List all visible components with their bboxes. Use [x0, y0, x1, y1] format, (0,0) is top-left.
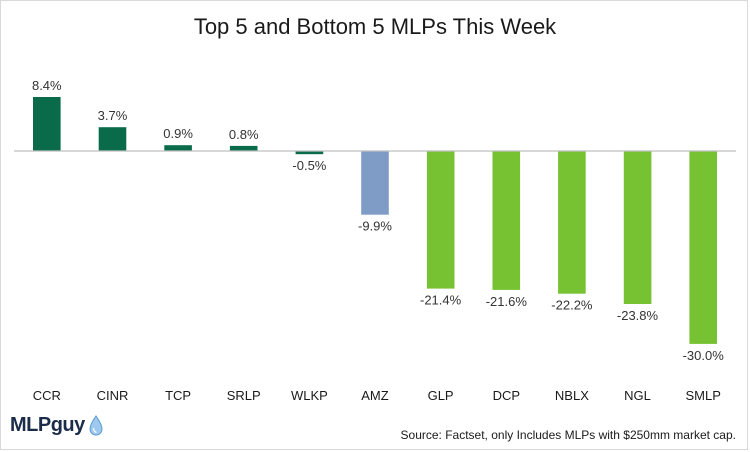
category-label-dcp: DCP — [493, 388, 520, 403]
value-label-wlkp: -0.5% — [292, 158, 326, 173]
bar-srlp — [229, 145, 258, 151]
bar-amz — [361, 151, 389, 215]
bar-ngl — [623, 151, 652, 304]
bar-dcp — [492, 151, 521, 290]
bar-ccr — [33, 97, 61, 151]
value-label-tcp: 0.9% — [163, 126, 193, 141]
value-label-cinr: 3.7% — [98, 108, 128, 123]
value-label-amz: -9.9% — [358, 219, 392, 234]
bar-smlp — [689, 151, 717, 344]
value-label-nblx: -22.2% — [551, 298, 593, 313]
bar-cinr — [98, 127, 127, 151]
value-label-dcp: -21.6% — [486, 294, 528, 309]
value-label-ngl: -23.8% — [617, 308, 659, 323]
category-label-smlp: SMLP — [685, 388, 720, 403]
value-label-smlp: -30.0% — [683, 348, 725, 363]
bar-glp — [426, 151, 455, 289]
labels-layer: 8.4% 3.7% 0.9% 0.8% -0.5% -9.9% -21.4% -21.6% -2… — [32, 78, 724, 363]
bar-nblx — [558, 151, 586, 294]
value-label-ccr: 8.4% — [32, 78, 62, 93]
mlpguy-logo: MLPguy — [10, 414, 104, 437]
value-label-glp: -21.4% — [420, 293, 462, 308]
source-note: Source: Factset, only Includes MLPs with… — [400, 428, 736, 442]
category-label-nblx: NBLX — [555, 388, 589, 403]
category-label-amz: AMZ — [361, 388, 389, 403]
water-drop-icon — [89, 414, 103, 435]
bar-tcp — [164, 145, 192, 151]
chart-title: Top 5 and Bottom 5 MLPs This Week — [193, 14, 557, 39]
category-label-ccr: CCR — [33, 388, 61, 403]
bars-layer — [33, 97, 717, 344]
value-label-srlp: 0.8% — [229, 127, 259, 142]
category-label-tcp: TCP — [165, 388, 191, 403]
category-label-ngl: NGL — [624, 388, 651, 403]
category-label-srlp: SRLP — [227, 388, 261, 403]
category-label-glp: GLP — [428, 388, 454, 403]
logo-text: MLPguy — [10, 414, 85, 436]
category-label-wlkp: WLKP — [291, 388, 328, 403]
bar-wlkp — [295, 151, 324, 155]
category-labels: CCR CINR TCP SRLP WLKP AMZ GLP DCP NBLX NGL SMLP — [33, 388, 721, 403]
category-label-cinr: CINR — [97, 388, 129, 403]
